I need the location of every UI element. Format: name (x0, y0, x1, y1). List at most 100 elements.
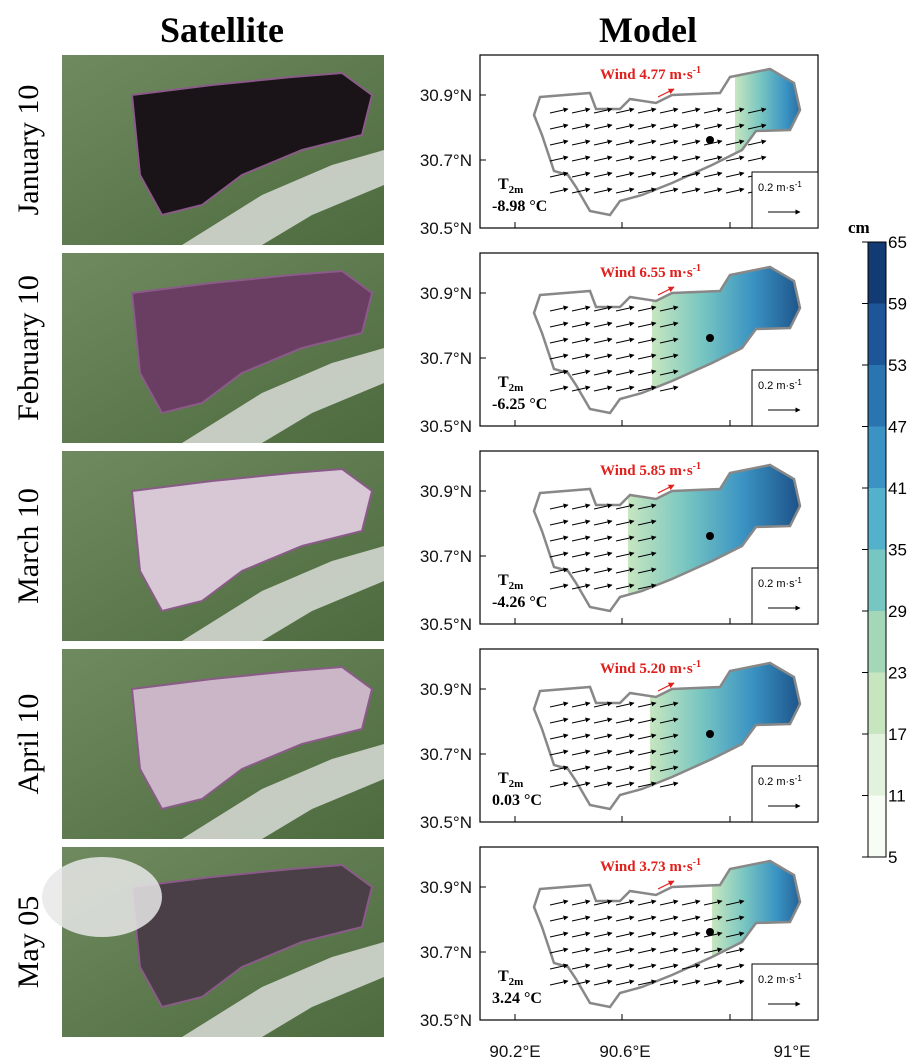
wind-arrow (725, 107, 745, 114)
wind-arrow (637, 187, 657, 194)
y-tick-label: 30.5°N (420, 813, 472, 832)
wind-arrow (747, 139, 767, 146)
t-sub: 2m (509, 184, 524, 196)
wind-arrow (593, 733, 613, 740)
star (706, 730, 714, 738)
wind-arrow (549, 321, 569, 328)
snow (182, 942, 384, 1037)
y-tick-label: 30.9°N (420, 284, 472, 303)
wind-arrow (571, 551, 591, 558)
scale-value: 0.2 m·s (758, 380, 795, 392)
wind-arrow (637, 503, 657, 510)
wind-arrow (571, 305, 591, 312)
wind-arrow (725, 123, 745, 130)
wind-arrow (637, 139, 657, 146)
superscript: -1 (693, 461, 701, 472)
wind-arrow (659, 733, 679, 740)
colorbar-unit: cm (848, 218, 870, 237)
wind-arrow (681, 155, 701, 162)
wind-arrow (637, 123, 657, 130)
wind-arrow (571, 369, 591, 376)
wind-value: Wind 3.73 m·s (600, 859, 693, 875)
wind-arrow (659, 701, 679, 708)
wind-arrow (593, 107, 613, 114)
wind-arrow (637, 567, 657, 574)
wind-arrow (637, 551, 657, 558)
wind-arrow (593, 171, 613, 178)
wind-arrow (637, 583, 657, 590)
wind-arrow (659, 385, 679, 392)
wind-arrow (571, 321, 591, 328)
colorbar-band (868, 734, 886, 796)
wind-arrow (637, 979, 657, 986)
colorbar-tick-label: 11 (888, 787, 906, 806)
colorbar-band (868, 672, 886, 734)
wind-arrow (725, 931, 745, 938)
wind-arrow (571, 733, 591, 740)
wind-arrow (681, 139, 701, 146)
wind-arrow (593, 519, 613, 526)
wind-arrow (637, 781, 657, 788)
wind-arrow (593, 385, 613, 392)
temperature: -8.98 °C (492, 198, 547, 215)
wind-arrow (549, 931, 569, 938)
colorbar-band (868, 365, 886, 427)
wind-arrow (615, 337, 635, 344)
wind-arrow (659, 139, 679, 146)
wind-arrow (637, 931, 657, 938)
wind-arrow (571, 171, 591, 178)
y-tick-label: 30.7°N (420, 151, 472, 170)
wind-arrow (571, 535, 591, 542)
wind-arrow (681, 947, 701, 954)
wind-arrow (549, 155, 569, 162)
wind-arrow (549, 947, 569, 954)
row-label: April 10 (12, 694, 45, 795)
y-tick-label: 30.9°N (420, 680, 472, 699)
wind-arrow (593, 781, 613, 788)
wind-arrow (615, 765, 635, 772)
wind-arrow (659, 717, 679, 724)
wind-arrow (725, 155, 745, 162)
wind-arrow (637, 305, 657, 312)
temperature: -6.25 °C (492, 396, 547, 413)
wind-arrow (549, 519, 569, 526)
wind-arrow (681, 931, 701, 938)
wind-label: Wind 5.20 m·s-1 (600, 659, 701, 677)
wind-arrow (549, 337, 569, 344)
wind-arrow (703, 107, 723, 114)
wind-arrow (659, 321, 679, 328)
wind-arrow (747, 155, 767, 162)
wind-arrow (703, 155, 723, 162)
wind-arrow (571, 583, 591, 590)
scale-box (751, 765, 819, 823)
t-label: T (498, 968, 509, 985)
scale-box (751, 369, 819, 427)
wind-label: Wind 4.77 m·s-1 (600, 65, 701, 83)
wind-arrow (681, 915, 701, 922)
wind-value: Wind 4.77 m·s (600, 67, 693, 83)
colorbar-band (868, 611, 886, 673)
superscript: -1 (795, 180, 803, 189)
wind-arrow (725, 915, 745, 922)
wind-arrow (637, 353, 657, 360)
colorbar-tick-label: 59 (888, 295, 907, 314)
row-label: January 10 (12, 85, 45, 216)
lake-outline (532, 67, 802, 217)
lake-outline (532, 265, 802, 415)
wind-arrow (615, 171, 635, 178)
y-tick-label: 30.5°N (420, 1011, 472, 1030)
lake (130, 269, 374, 415)
wind-arrow (659, 337, 679, 344)
wind-arrow (571, 155, 591, 162)
wind-arrow (549, 717, 569, 724)
wind-arrow (615, 385, 635, 392)
temp-symbol: T2m (498, 572, 523, 592)
x-tick-label: 90.2°E (489, 1042, 540, 1061)
t-sub: 2m (509, 580, 524, 592)
wind-arrow (659, 187, 679, 194)
temp-symbol: T2m (498, 770, 523, 790)
y-tick-label: 30.5°N (420, 615, 472, 634)
wind-arrow (659, 915, 679, 922)
temperature: -4.26 °C (492, 594, 547, 611)
wind-arrow (615, 107, 635, 114)
